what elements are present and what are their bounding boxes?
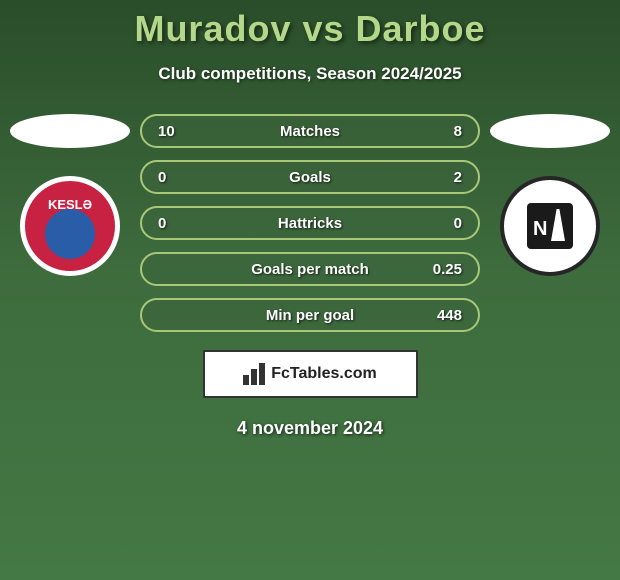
stat-right-value: 2 [422,169,462,186]
player-left-silhouette [10,114,130,148]
stat-left-value: 0 [158,169,198,186]
stat-label: Matches [198,123,422,140]
fctables-text: FcTables.com [271,365,377,383]
player-right-column: N [490,114,610,276]
stat-row-goals: 0 Goals 2 [140,160,480,194]
club-badge-right: N [500,176,600,276]
subtitle: Club competitions, Season 2024/2025 [0,64,620,84]
club-badge-right-tower-icon [551,209,565,241]
stat-row-min-per-goal: Min per goal 448 [140,298,480,332]
stat-label: Hattricks [198,215,422,232]
page-title: Muradov vs Darboe [0,0,620,50]
stat-right-value: 8 [422,123,462,140]
stat-row-goals-per-match: Goals per match 0.25 [140,252,480,286]
stat-left-value: 0 [158,215,198,232]
stat-right-value: 0.25 [422,261,462,278]
stat-row-hattricks: 0 Hattricks 0 [140,206,480,240]
club-badge-left: KEŞLƏ [20,176,120,276]
date-label: 4 november 2024 [0,418,620,439]
club-badge-left-emblem [45,209,95,259]
stat-label: Min per goal [198,307,422,324]
stats-list: 10 Matches 8 0 Goals 2 0 Hattricks 0 Goa… [140,114,480,332]
club-badge-right-letter: N [533,218,547,241]
comparison-panel: KEŞLƏ 10 Matches 8 0 Goals 2 0 Hattricks… [0,114,620,332]
stat-row-matches: 10 Matches 8 [140,114,480,148]
player-right-silhouette [490,114,610,148]
fctables-watermark: FcTables.com [203,350,418,398]
stat-left-value: 10 [158,123,198,140]
club-badge-right-emblem: N [527,203,573,249]
bar-chart-icon [243,363,265,385]
stat-right-value: 0 [422,215,462,232]
stat-label: Goals per match [198,261,422,278]
stat-right-value: 448 [422,307,462,324]
player-left-column: KEŞLƏ [10,114,130,276]
stat-label: Goals [198,169,422,186]
